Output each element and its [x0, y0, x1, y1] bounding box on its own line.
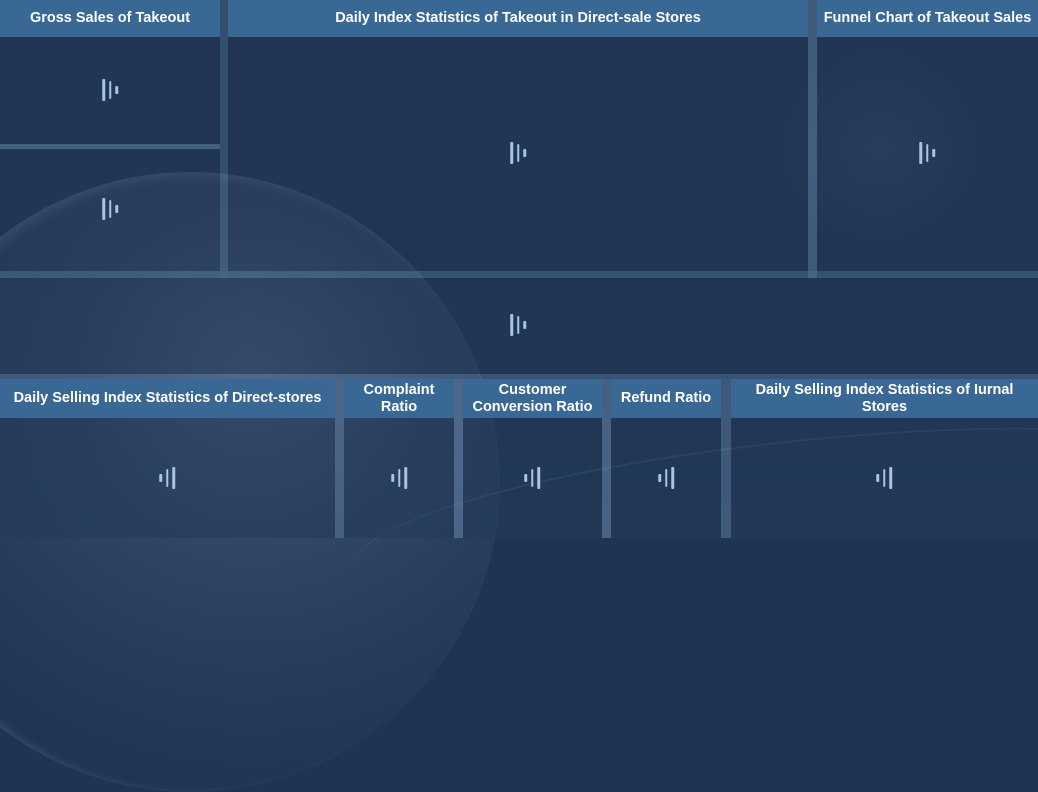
panel-title: Gross Sales of Takeout [0, 0, 220, 37]
panel-divider [454, 379, 463, 538]
panel-title: Complaint Ratio [344, 379, 454, 418]
panel-divider [0, 271, 1038, 278]
panel-middle-wide [0, 278, 1038, 374]
loading-spinner-icon [876, 467, 892, 489]
panel-divider [0, 374, 1038, 379]
panel-title: Daily Selling Index Statistics of Direct… [0, 379, 335, 418]
loading-spinner-icon [524, 467, 540, 489]
panel-divider [0, 144, 220, 149]
loading-spinner-icon [391, 467, 407, 489]
panel-title: Daily Index Statistics of Takeout in Dir… [228, 0, 808, 37]
panel-daily-selling-iurnal: Daily Selling Index Statistics of Iurnal… [731, 379, 1038, 538]
panel-title: Refund Ratio [611, 379, 721, 418]
loading-spinner-icon [510, 314, 526, 336]
loading-spinner-icon [102, 198, 118, 220]
panel-divider [808, 0, 817, 278]
loading-spinner-icon [102, 79, 118, 101]
panel-divider [220, 0, 228, 278]
panel-title: Daily Selling Index Statistics of Iurnal… [731, 379, 1038, 418]
panel-title: Funnel Chart of Takeout Sales [817, 0, 1038, 37]
panel-divider [721, 379, 731, 538]
panel-customer-conversion: Customer Conversion Ratio [463, 379, 602, 538]
panel-refund-ratio: Refund Ratio [611, 379, 721, 538]
panel-divider [602, 379, 611, 538]
panel-gross-sales-secondary [0, 149, 220, 271]
panel-title: Customer Conversion Ratio [463, 379, 602, 418]
loading-spinner-icon [510, 142, 526, 164]
loading-spinner-icon [919, 142, 935, 164]
panel-divider [335, 379, 344, 538]
loading-spinner-icon [658, 467, 674, 489]
panel-complaint-ratio: Complaint Ratio [344, 379, 454, 538]
panel-daily-selling-direct: Daily Selling Index Statistics of Direct… [0, 379, 335, 538]
loading-spinner-icon [159, 467, 175, 489]
panel-funnel-chart: Funnel Chart of Takeout Sales [817, 0, 1038, 271]
panel-gross-sales: Gross Sales of Takeout [0, 0, 220, 144]
panel-daily-index-direct-sale: Daily Index Statistics of Takeout in Dir… [228, 0, 808, 271]
